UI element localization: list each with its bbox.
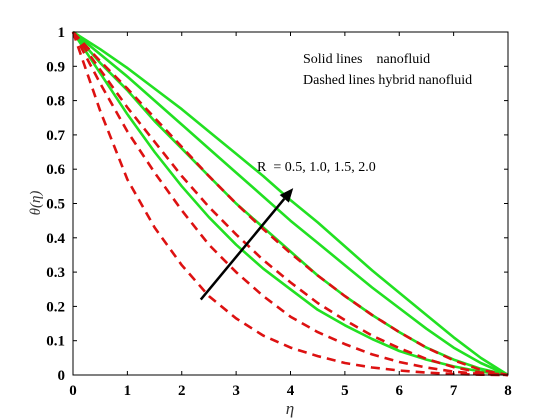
arrow-shaft [199, 198, 286, 301]
nanofluid-curve-R-1.5 [72, 30, 509, 377]
y-tick-label: 0.3 [46, 265, 65, 281]
x-axis-label: η [286, 399, 294, 418]
nanofluid-curve-R-2 [72, 30, 509, 377]
y-tick-label: 0.6 [46, 162, 65, 178]
x-axis: 0 1 2 3 4 5 6 7 8 [69, 32, 512, 399]
y-axis-label: θ(η) [28, 191, 44, 216]
hybrid-nanofluid-curve-R-0.5 [71, 31, 509, 377]
x-tick-label: 2 [178, 383, 186, 399]
x-tick-label: 7 [450, 383, 458, 399]
x-tick-label: 4 [287, 383, 295, 399]
increase-arrow [199, 188, 294, 301]
arrow-head [279, 188, 294, 203]
x-tick-label: 8 [504, 383, 512, 399]
y-tick-label: 0.8 [46, 94, 65, 110]
y-tick-label: 0 [58, 368, 66, 384]
hybrid-nanofluid-curve-R-1.5 [71, 31, 509, 377]
y-tick-label: 1 [58, 25, 66, 41]
x-tick-label: 0 [69, 383, 77, 399]
y-tick-label: 0.9 [46, 59, 65, 75]
y-tick-label: 0.4 [46, 231, 65, 247]
x-tick-label: 3 [232, 383, 240, 399]
y-tick-label: 0.7 [46, 128, 65, 144]
hybrid-nanofluid-curve-R-2 [72, 31, 509, 377]
x-tick-label: 1 [124, 383, 132, 399]
x-tick-label: 5 [341, 383, 349, 399]
y-tick-label: 0.2 [46, 299, 65, 315]
y-tick-label: 0.1 [46, 334, 65, 350]
y-tick-label: 0.5 [46, 197, 65, 213]
parameter-annotation: R = 0.5, 1.0, 1.5, 2.0 [257, 160, 376, 175]
legend-entry-solid: Solid lines nanofluid [303, 52, 430, 67]
legend-entry-dashed: Dashed lines hybrid nanofluid [303, 73, 472, 88]
hybrid-nanofluid-curve-R-1 [71, 31, 509, 377]
curve-layer [71, 30, 509, 377]
x-tick-label: 6 [396, 383, 404, 399]
y-axis: 0 0.1 0.2 0.3 0.4 0.5 0.6 0.7 0.8 0.9 1 [46, 25, 508, 384]
